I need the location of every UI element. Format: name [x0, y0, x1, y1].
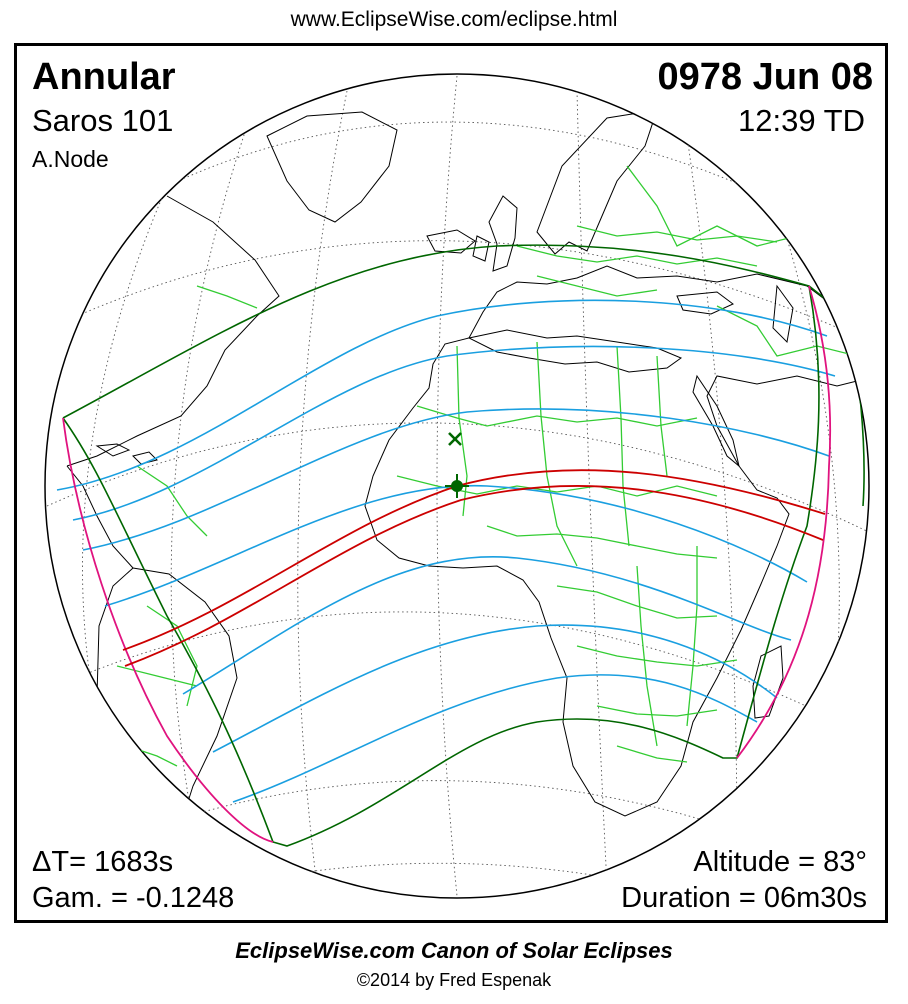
delta-t-value: ΔT= 1683s: [32, 846, 174, 878]
rise-set-curves: [62, 285, 832, 843]
gamma-value: Gam. = -0.1248: [32, 882, 235, 914]
greatest-eclipse-marker: [445, 474, 469, 498]
country-borders: [116, 165, 858, 767]
node-label: A.Node: [32, 146, 109, 172]
copyright-notice: ©2014 by Fred Espenak: [356, 970, 552, 990]
eclipse-map-frame: Annular 0978 Jun 08 Saros 101 12:39 TD A…: [14, 43, 888, 923]
globe-map: [44, 73, 870, 899]
eclipse-type: Annular: [32, 56, 176, 98]
altitude-value: Altitude = 83°: [693, 846, 867, 878]
saros-number: Saros 101: [32, 103, 174, 138]
duration-value: Duration = 06m30s: [621, 882, 867, 914]
magnitude-contours: [56, 299, 836, 803]
source-url: www.EclipseWise.com/eclipse.html: [290, 8, 618, 31]
eclipse-date: 0978 Jun 08: [657, 56, 873, 98]
eclipse-time: 12:39 TD: [738, 103, 865, 138]
canon-title: EclipseWise.com Canon of Solar Eclipses: [235, 938, 673, 963]
greatest-duration-marker: [448, 432, 462, 446]
